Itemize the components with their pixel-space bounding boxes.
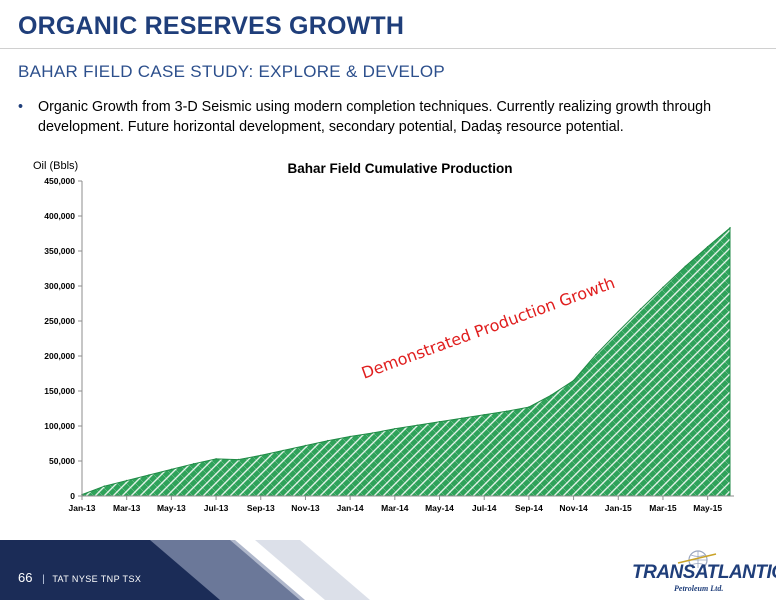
x-tick-label: May-15 — [693, 503, 722, 513]
logo-tagline: Petroleum Ltd. — [674, 584, 724, 593]
x-tick-label: Jan-14 — [337, 503, 364, 513]
data-point — [394, 428, 396, 430]
data-point — [215, 458, 217, 460]
slide-title: ORGANIC RESERVES GROWTH — [18, 12, 405, 40]
data-point — [125, 479, 128, 482]
data-point — [148, 474, 150, 476]
data-point — [282, 449, 284, 452]
y-tick-label: 350,000 — [44, 246, 75, 256]
y-tick-label: 400,000 — [44, 211, 75, 221]
x-tick-label: Nov-13 — [291, 503, 320, 513]
data-point — [505, 410, 508, 413]
logo-wordmark: TRANSATLANTIC — [632, 562, 776, 583]
chart-title: Bahar Field Cumulative Production — [287, 161, 512, 176]
data-point — [729, 227, 731, 229]
bullet-marker: • — [18, 99, 24, 115]
data-point — [260, 454, 262, 457]
footer-info: 66 | TAT NYSE TNP TSX — [18, 570, 141, 585]
data-point — [304, 444, 307, 447]
ticker-symbols: TAT NYSE TNP TSX — [52, 574, 142, 584]
page-number: 66 — [18, 570, 33, 585]
bullet-point: • Organic Growth from 3-D Seismic using … — [18, 97, 758, 137]
data-point — [706, 246, 709, 248]
data-point — [461, 417, 463, 420]
x-tick-label: Mar-14 — [381, 503, 409, 513]
y-tick-label: 100,000 — [44, 421, 75, 431]
data-point — [349, 435, 351, 438]
footer-band — [0, 540, 370, 600]
data-point — [550, 394, 552, 396]
data-point — [170, 468, 173, 471]
data-point — [416, 424, 419, 427]
y-tick-label: 50,000 — [49, 456, 75, 466]
data-point — [528, 406, 530, 408]
data-point — [438, 421, 441, 423]
x-tick-label: May-13 — [157, 503, 186, 513]
data-point — [617, 330, 620, 333]
data-point — [103, 485, 106, 488]
title-divider — [0, 48, 776, 49]
production-chart: Bahar Field Cumulative Production Oil (Bb… — [33, 160, 734, 513]
y-tick-label: 300,000 — [44, 281, 75, 291]
bullet-text: Organic Growth from 3-D Seismic using mo… — [38, 99, 712, 135]
x-tick-label: Jul-14 — [472, 503, 497, 513]
y-tick-label: 450,000 — [44, 176, 75, 186]
globe-icon — [677, 550, 717, 568]
data-point — [639, 308, 642, 310]
data-point — [595, 353, 597, 356]
chart-annotation: Demonstrated Production Growth — [359, 273, 617, 383]
slide-subtitle: BAHAR FIELD CASE STUDY: EXPLORE & DEVELO… — [18, 62, 446, 81]
data-point — [684, 265, 687, 268]
data-point — [371, 432, 374, 434]
x-tick-label: Nov-14 — [559, 503, 588, 513]
y-axis-label: Oil (Bbls) — [33, 160, 78, 172]
x-tick-label: Jan-13 — [69, 503, 96, 513]
y-tick-label: 150,000 — [44, 386, 75, 396]
x-tick-label: Jul-13 — [204, 503, 229, 513]
data-point — [327, 439, 329, 442]
y-tick-label: 250,000 — [44, 316, 75, 326]
y-tick-label: 200,000 — [44, 351, 75, 361]
x-tick-label: Sep-14 — [515, 503, 543, 513]
data-point — [483, 414, 486, 416]
company-logo: TRANSATLANTIC Petroleum Ltd. — [628, 548, 776, 596]
data-point — [662, 286, 664, 289]
data-point — [237, 458, 240, 461]
x-tick-label: Mar-13 — [113, 503, 141, 513]
x-tick-label: Sep-13 — [247, 503, 275, 513]
data-point — [572, 379, 575, 382]
x-tick-label: Mar-15 — [649, 503, 677, 513]
y-tick-label: 0 — [70, 491, 75, 501]
footer-separator: | — [42, 574, 45, 585]
x-tick-label: Jan-15 — [605, 503, 632, 513]
data-point — [192, 463, 195, 465]
x-tick-label: May-14 — [425, 503, 454, 513]
